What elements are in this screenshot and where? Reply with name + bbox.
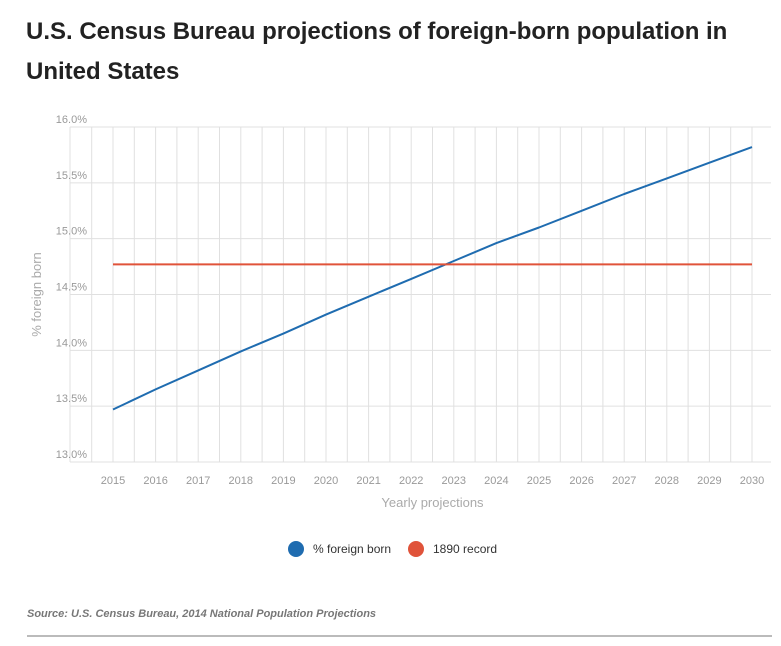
x-tick-label: 2022 <box>399 475 423 487</box>
legend-label: % foreign born <box>313 542 391 556</box>
x-tick-label: 2020 <box>314 475 338 487</box>
legend-marker <box>288 541 304 557</box>
x-tick-label: 2028 <box>655 475 679 487</box>
y-tick-label: 13.5% <box>56 393 87 405</box>
x-tick-label: 2030 <box>740 475 764 487</box>
series-lines <box>112 146 753 411</box>
y-axis-ticks: 13.0% 13.5% 14.0% 14.5% 15.0% 15.5% 16.0% <box>56 114 87 461</box>
y-axis-title: % foreign born <box>29 252 44 337</box>
x-tick-label: 2025 <box>527 475 551 487</box>
y-tick-label: 14.0% <box>56 337 87 349</box>
legend-item-1[interactable]: 1890 record <box>408 541 497 557</box>
chart-title: U.S. Census Bureau projections of foreig… <box>26 18 728 85</box>
series-line-0 <box>112 146 753 411</box>
y-tick-label: 16.0% <box>56 114 87 126</box>
x-tick-label: 2029 <box>697 475 721 487</box>
x-tick-label: 2018 <box>229 475 253 487</box>
x-tick-label: 2026 <box>569 475 593 487</box>
x-axis-ticks: 2015 2016 2017 2018 2019 2020 2021 2022 2023 2024… <box>101 475 764 487</box>
x-tick-label: 2019 <box>271 475 295 487</box>
legend-label: 1890 record <box>433 542 497 556</box>
x-tick-label: 2027 <box>612 475 636 487</box>
x-axis-title: Yearly projections <box>381 495 484 510</box>
y-tick-label: 13.0% <box>56 449 87 461</box>
x-tick-label: 2023 <box>442 475 466 487</box>
x-tick-label: 2017 <box>186 475 210 487</box>
source-note: Source: U.S. Census Bureau, 2014 Nationa… <box>27 608 377 620</box>
x-tick-label: 2016 <box>143 475 167 487</box>
legend-item-0[interactable]: % foreign born <box>288 541 391 557</box>
y-tick-label: 15.0% <box>56 226 87 238</box>
footer-divider <box>27 635 772 637</box>
x-tick-label: 2024 <box>484 475 508 487</box>
y-tick-label: 14.5% <box>56 282 87 294</box>
grid <box>69 126 771 463</box>
legend-marker <box>408 541 424 557</box>
legend[interactable]: % foreign born 1890 record <box>288 541 497 557</box>
x-tick-label: 2015 <box>101 475 125 487</box>
x-tick-label: 2021 <box>356 475 380 487</box>
y-tick-label: 15.5% <box>56 170 87 182</box>
